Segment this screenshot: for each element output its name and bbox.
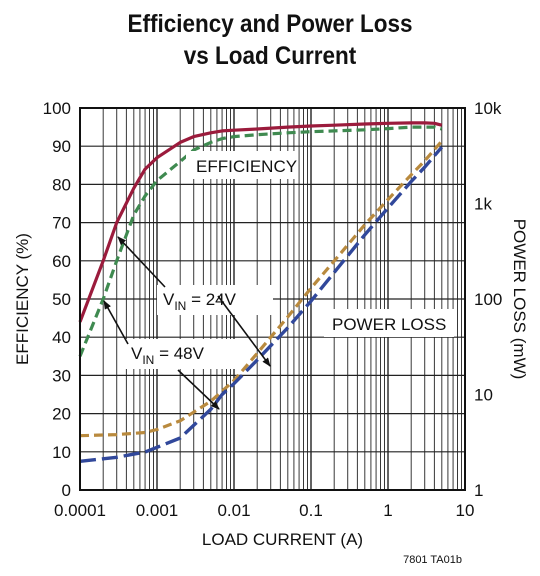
y-left-tick-label: 10	[52, 443, 71, 462]
y-left-tick-label: 100	[43, 99, 71, 118]
y-right-tick-label: 1k	[474, 195, 492, 214]
y-right-tick-label: 10k	[474, 99, 502, 118]
tick-labels: 0.0001 0.001 0.01 0.1 1 100102030405060708090…	[43, 99, 503, 520]
y-right-tick-label: 1	[474, 481, 483, 500]
y-left-tick-label: 60	[52, 252, 71, 271]
chart-title-line-2: vs Load Current	[183, 42, 357, 70]
y-left-tick-label: 50	[52, 290, 71, 309]
y-left-tick-label: 40	[52, 328, 71, 347]
power-loss-24v-line	[79, 145, 444, 463]
y-left-tick-label: 0	[62, 481, 71, 500]
plot-border	[79, 107, 466, 491]
x-tick-label: 1	[383, 501, 392, 520]
y-right-tick-label: 100	[474, 290, 502, 309]
chart-title: Efficiency and Power Loss vs Load Curren…	[27, 8, 513, 72]
y-right-tick-label: 10	[474, 386, 493, 405]
vin-48v-label: VIN = 48V	[131, 344, 205, 367]
axis-labels: LOAD CURRENT (A) EFFICIENCY (%) POWER LOSS…	[13, 219, 529, 549]
vin-48v-label-bg	[125, 339, 241, 369]
x-tick-label: 0.1	[299, 501, 323, 520]
arrow-24v-efficiency	[117, 236, 166, 288]
y-left-tick-label: 20	[52, 405, 71, 424]
plot-frame	[79, 107, 466, 491]
vin-24v-label-bg	[157, 285, 273, 315]
chart-title-line-1: Efficiency and Power Loss	[127, 10, 413, 38]
y-left-tick-label: 80	[52, 175, 71, 194]
arrow-48v-power-loss	[177, 369, 220, 410]
efficiency-label: EFFICIENCY	[196, 157, 297, 176]
series-layer	[78, 121, 444, 463]
power-loss-label-bg	[324, 309, 454, 337]
figure-id: 7801 TA01b	[403, 554, 462, 566]
power-loss-label: POWER LOSS	[332, 315, 446, 334]
y-left-tick-label: 70	[52, 214, 71, 233]
x-axis-label: LOAD CURRENT (A)	[202, 530, 363, 549]
efficiency-label-bg	[186, 151, 298, 179]
x-tick-label: 0.001	[136, 501, 179, 520]
y-left-tick-label: 90	[52, 137, 71, 156]
efficiency-48v-line	[78, 125, 443, 357]
y-axis-left-label: EFFICIENCY (%)	[13, 233, 32, 365]
y-left-tick-label: 30	[52, 366, 71, 385]
arrow-48v-efficiency	[103, 300, 129, 345]
power-loss-48v-line	[79, 140, 444, 438]
arrow-24v-power-loss	[217, 295, 271, 367]
x-tick-label: 10	[456, 501, 475, 520]
x-tick-label: 0.0001	[54, 501, 106, 520]
efficiency-24v-line	[78, 121, 443, 323]
y-axis-right-label: POWER LOSS (mW)	[510, 219, 529, 380]
x-tick-label: 0.01	[217, 501, 250, 520]
